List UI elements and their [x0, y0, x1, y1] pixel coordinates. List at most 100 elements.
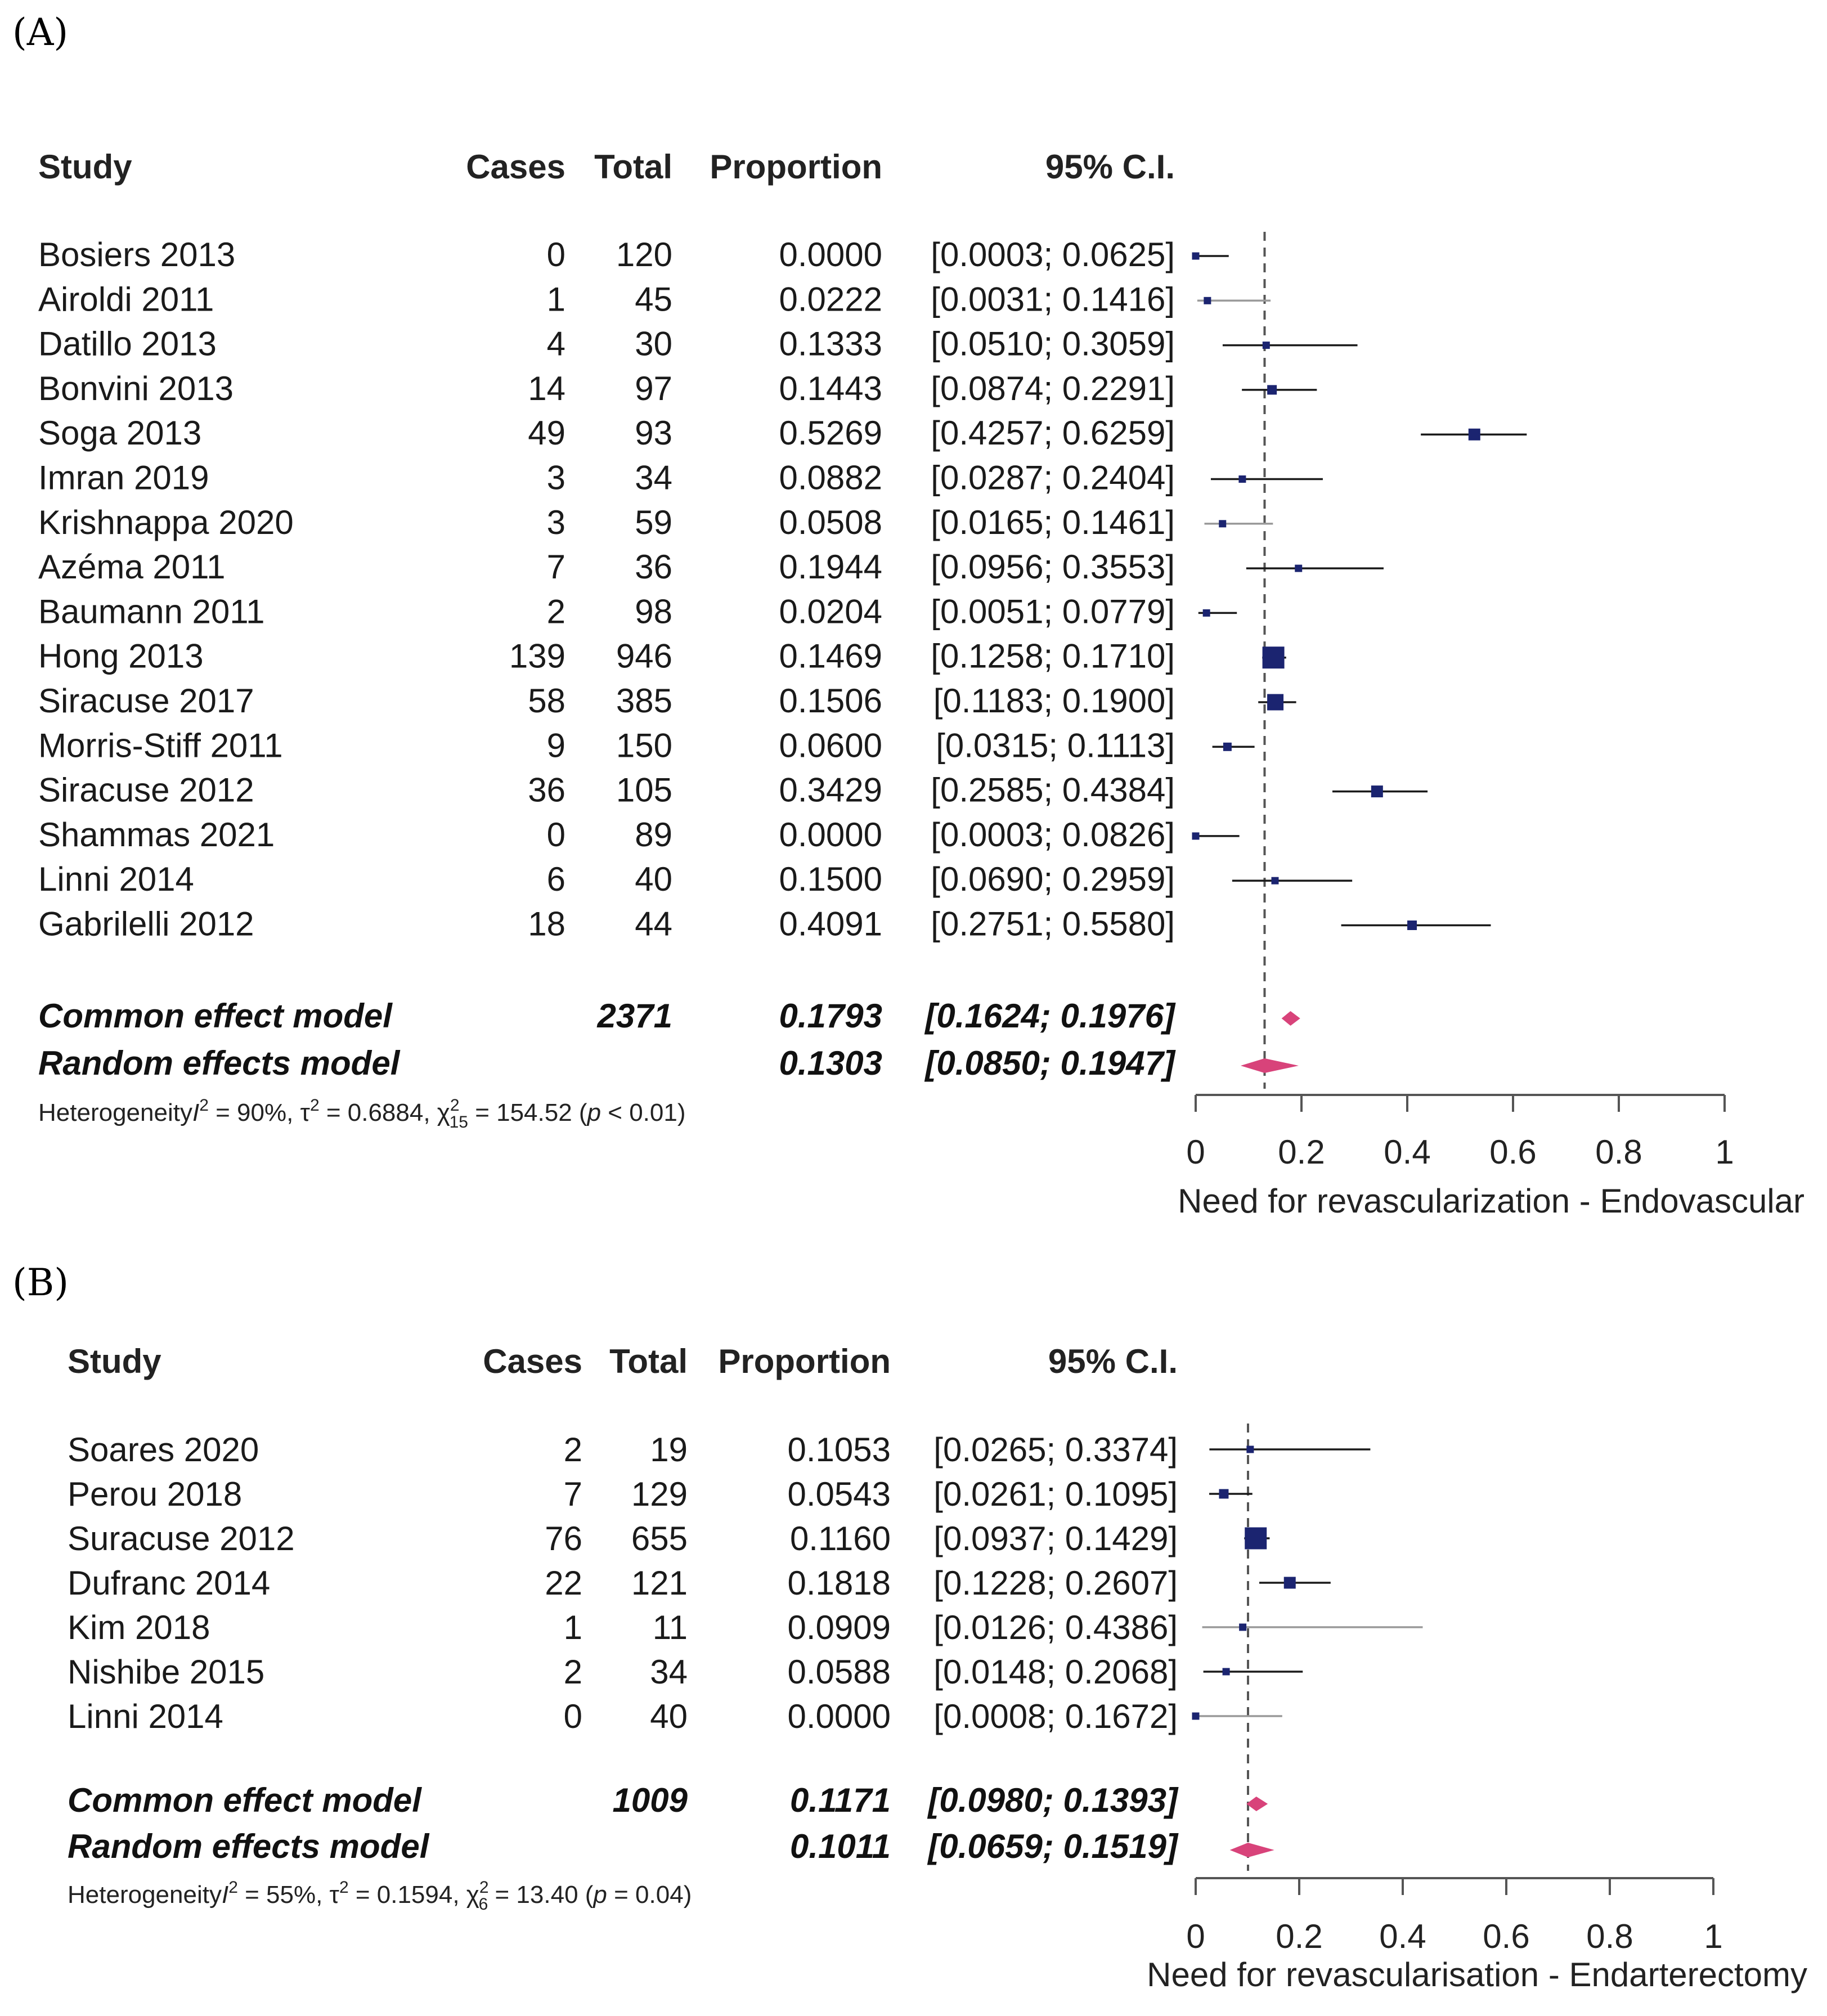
summary-diamond: [1240, 1058, 1299, 1073]
x-tick-label: 0.8: [1595, 1133, 1642, 1171]
study-total: 385: [616, 682, 672, 720]
study-total: 105: [616, 771, 672, 809]
study-name: Datillo 2013: [38, 325, 217, 363]
study-total: 44: [635, 905, 672, 943]
study-name: Hong 2013: [38, 637, 204, 675]
heterogeneity-text: HeterogeneityI2 = 55%, τ2 = 0.1594, χ2 6 …: [68, 1878, 692, 1914]
study-row: Gabrilelli 2012 18 44 0.4091 [0.2751; 0.5580…: [38, 905, 1491, 943]
study-proportion: 0.0543: [787, 1475, 891, 1513]
study-name: Soga 2013: [38, 414, 201, 452]
study-total: 129: [631, 1475, 688, 1513]
study-ci: [0.0165; 0.1461]: [931, 504, 1175, 541]
study-ci: [0.1183; 0.1900]: [933, 682, 1175, 720]
x-tick-label: 0.6: [1489, 1133, 1536, 1171]
x-tick-label: 0.6: [1483, 1918, 1529, 1955]
study-row: Bosiers 2013 0 120 0.0000 [0.0003; 0.0625]: [38, 236, 1229, 273]
x-axis-title: Need for revascularization - Endovascula…: [1178, 1182, 1804, 1220]
column-header-total: Total: [609, 1342, 688, 1380]
column-header-ci: 95% C.I.: [1048, 1342, 1178, 1380]
study-point-square: [1222, 1668, 1230, 1676]
study-point-square: [1271, 877, 1279, 884]
study-name: Linni 2014: [38, 860, 194, 898]
study-ci: [0.4257; 0.6259]: [931, 414, 1175, 452]
study-proportion: 0.5269: [779, 414, 882, 452]
study-proportion: 0.0000: [779, 236, 882, 273]
study-name: Linni 2014: [68, 1698, 223, 1735]
x-tick-label: 0.8: [1586, 1918, 1633, 1955]
study-cases: 18: [528, 905, 565, 943]
study-ci: [0.0003; 0.0826]: [931, 816, 1175, 854]
study-ci: [0.1258; 0.1710]: [931, 637, 1175, 675]
study-row: Krishnappa 2020 3 59 0.0508 [0.0165; 0.1461]: [38, 504, 1273, 541]
forest-panel-a: (A) Study Cases Total Proportion 95% C.I. Bosi…: [12, 11, 1804, 1220]
study-row: Nishibe 2015 2 34 0.0588 [0.0148; 0.2068]: [68, 1653, 1303, 1691]
study-point-square: [1262, 342, 1270, 349]
study-name: Gabrilelli 2012: [38, 905, 254, 943]
superscript-2: 2: [479, 1878, 489, 1897]
study-point-square: [1262, 646, 1285, 669]
study-point-square: [1238, 475, 1246, 483]
tau-symbol: τ: [300, 1099, 311, 1126]
study-cases: 36: [528, 771, 565, 809]
study-name: Perou 2018: [68, 1475, 242, 1513]
column-header-cases: Cases: [483, 1342, 582, 1380]
model-ci: [0.0980; 0.1393]: [927, 1781, 1179, 1819]
study-proportion: 0.4091: [779, 905, 882, 943]
column-header-study: Study: [38, 148, 132, 186]
summary-diamond: [1246, 1797, 1268, 1811]
study-ci: [0.0261; 0.1095]: [933, 1475, 1178, 1513]
superscript-2: 2: [199, 1096, 209, 1115]
chi-df-subscript: 6: [479, 1895, 488, 1914]
study-ci: [0.2585; 0.4384]: [931, 771, 1175, 809]
study-cases: 2: [564, 1431, 582, 1469]
model-ci: [0.0659; 0.1519]: [927, 1828, 1179, 1865]
study-point-square: [1219, 520, 1227, 528]
p-symbol: p: [592, 1881, 607, 1909]
study-point-square: [1245, 1527, 1267, 1550]
study-row: Linni 2014 0 40 0.0000 [0.0008; 0.1672]: [68, 1698, 1282, 1735]
study-proportion: 0.1500: [779, 860, 882, 898]
study-point-square: [1371, 785, 1383, 798]
random-effects-row: Random effects model 0.1303 [0.0850; 0.194…: [38, 1044, 1299, 1082]
study-cases: 14: [528, 370, 565, 407]
summary-diamond: [1281, 1011, 1300, 1026]
column-header-cases: Cases: [466, 148, 565, 186]
study-row: Azéma 2011 7 36 0.1944 [0.0956; 0.3553]: [38, 548, 1384, 586]
study-row: Siracuse 2017 58 385 0.1506 [0.1183; 0.1900]: [38, 682, 1296, 720]
model-label: Common effect model: [68, 1781, 422, 1819]
study-proportion: 0.1818: [787, 1564, 891, 1602]
study-row: Siracuse 2012 36 105 0.3429 [0.2585; 0.4384]: [38, 771, 1428, 809]
x-tick-label: 0.4: [1379, 1918, 1426, 1955]
model-proportion: 0.1303: [779, 1044, 882, 1082]
study-name: Imran 2019: [38, 459, 209, 497]
chi-df-subscript: 15: [450, 1113, 468, 1132]
study-proportion: 0.1506: [779, 682, 882, 720]
study-total: 98: [635, 592, 672, 630]
study-row: Linni 2014 6 40 0.1500 [0.0690; 0.2959]: [38, 860, 1353, 898]
study-total: 45: [635, 280, 672, 318]
i2-value: = 90%,: [209, 1099, 300, 1126]
study-name: Airoldi 2011: [38, 280, 214, 318]
study-cases: 0: [547, 816, 565, 854]
study-total: 40: [635, 860, 672, 898]
study-point-square: [1246, 1445, 1254, 1453]
study-proportion: 0.0204: [779, 592, 882, 630]
study-proportion: 0.0588: [787, 1653, 891, 1691]
model-ci: [0.1624; 0.1976]: [924, 997, 1176, 1035]
study-cases: 0: [564, 1698, 582, 1735]
study-cases: 4: [547, 325, 565, 363]
study-proportion: 0.0222: [779, 280, 882, 318]
study-total: 93: [635, 414, 672, 452]
study-total: 121: [631, 1564, 688, 1602]
study-name: Soares 2020: [68, 1431, 259, 1469]
chi-value: = 154.52 (: [468, 1099, 587, 1126]
study-proportion: 0.3429: [779, 771, 882, 809]
x-axis: 0 0.2 0.4 0.6 0.8 1: [1186, 1094, 1734, 1171]
study-ci: [0.0031; 0.1416]: [931, 280, 1175, 318]
study-ci: [0.0956; 0.3553]: [931, 548, 1175, 586]
study-name: Siracuse 2012: [38, 771, 254, 809]
p-symbol: p: [586, 1099, 601, 1126]
study-ci: [0.0126; 0.4386]: [933, 1609, 1178, 1646]
x-axis-title: Need for revascularisation - Endarterect…: [1147, 1956, 1807, 1993]
study-name: Baumann 2011: [38, 592, 265, 630]
